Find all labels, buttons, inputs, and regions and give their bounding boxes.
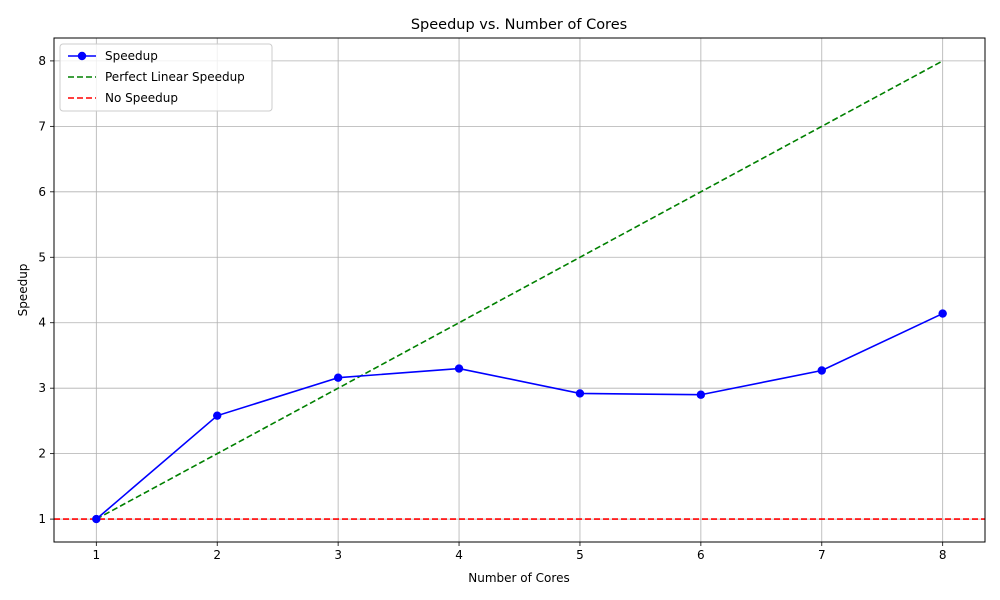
legend-box (59, 43, 273, 112)
y-tick-label: 1 (38, 512, 46, 526)
y-tick-label: 2 (38, 447, 46, 461)
legend-label: No Speedup (105, 91, 178, 105)
y-tick-label: 8 (38, 54, 46, 68)
y-axis-title: Speedup (16, 264, 30, 317)
x-tick-label: 6 (697, 548, 705, 562)
x-axis-ticks: 1 2 3 4 5 6 7 8 (92, 542, 947, 562)
x-tick-label: 4 (455, 548, 463, 562)
y-tick-label: 7 (38, 119, 46, 133)
y-tick-label: 6 (38, 185, 46, 199)
speedup-point (938, 309, 947, 318)
speedup-point (696, 390, 706, 399)
series-lines (95, 312, 944, 520)
chart-title: Speedup vs. Number of Cores (411, 17, 627, 33)
legend-label: Perfect Linear Speedup (105, 70, 245, 84)
perfect-linear-speedup-line (95, 60, 944, 520)
y-tick-label: 3 (38, 381, 46, 395)
x-tick-label: 2 (213, 548, 221, 562)
legend-label: Speedup (105, 49, 158, 63)
x-tick-label: 8 (939, 548, 947, 562)
speedup-point (213, 411, 222, 420)
speedup-point (92, 514, 101, 524)
x-tick-label: 5 (576, 548, 584, 562)
y-tick-label: 5 (38, 250, 46, 264)
legend-marker (77, 51, 87, 61)
y-tick-label: 4 (38, 316, 46, 330)
legend: Speedup Perfect Linear Speedup No Speedup (59, 43, 273, 112)
y-axis-ticks: 1 2 3 4 5 6 7 8 (38, 54, 54, 526)
data-markers (92, 309, 947, 524)
x-tick-label: 1 (92, 548, 100, 562)
speedup-line (95, 312, 944, 520)
speedup-point (575, 389, 585, 398)
x-tick-label: 3 (334, 548, 342, 562)
x-tick-label: 7 (818, 548, 826, 562)
speedup-point (817, 366, 826, 375)
speedup-point (333, 373, 343, 382)
x-axis-title: Number of Cores (468, 571, 569, 585)
plot-frame (53, 37, 986, 543)
reference-lines (54, 60, 985, 520)
speedup-point (454, 364, 464, 373)
